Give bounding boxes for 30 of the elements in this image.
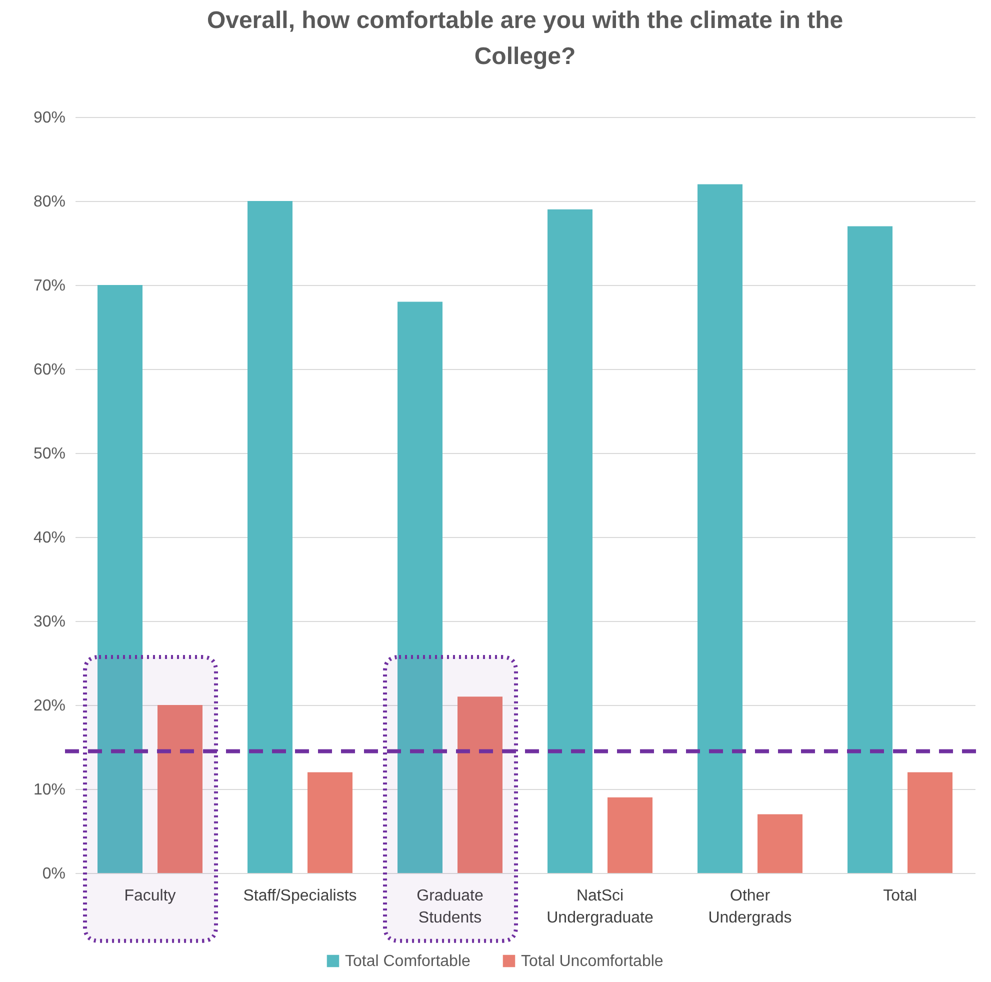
y-tick-label: 40% [33,530,66,546]
x-tick-label: Staff/Specialists [243,888,357,904]
bar [848,226,892,873]
legend-label: Total Comfortable [345,953,470,970]
x-tick-label: Faculty [124,888,176,904]
y-tick-label: 20% [33,698,66,714]
text: Overall, how comfortable are you with the climate in the [206,7,844,34]
text: College? [474,43,576,70]
bar [548,209,592,873]
bar [698,184,742,873]
y-tick-label: 70% [33,278,66,294]
y-tick-label: 80% [33,194,66,210]
bar [248,201,292,873]
bar [158,705,202,873]
x-tick-label: NatSci Undergraduate [546,888,654,926]
legend-label: Total Uncomfortable [521,953,664,970]
y-tick-label: 60% [33,362,66,378]
x-tick-label: Total [883,888,917,904]
bar [458,696,502,873]
y-tick-label: 0% [42,866,66,882]
y-tick-label: 90% [33,110,66,126]
bar [758,814,802,873]
bar [308,772,352,873]
x-tick-label: Other Undergrads [708,888,792,926]
x-tick-label: Graduate Students [416,888,484,926]
bar [608,797,652,873]
y-tick-label: 30% [33,614,66,630]
y-tick-label: 10% [33,782,66,798]
y-tick-label: 50% [33,446,66,462]
bar [908,772,952,873]
